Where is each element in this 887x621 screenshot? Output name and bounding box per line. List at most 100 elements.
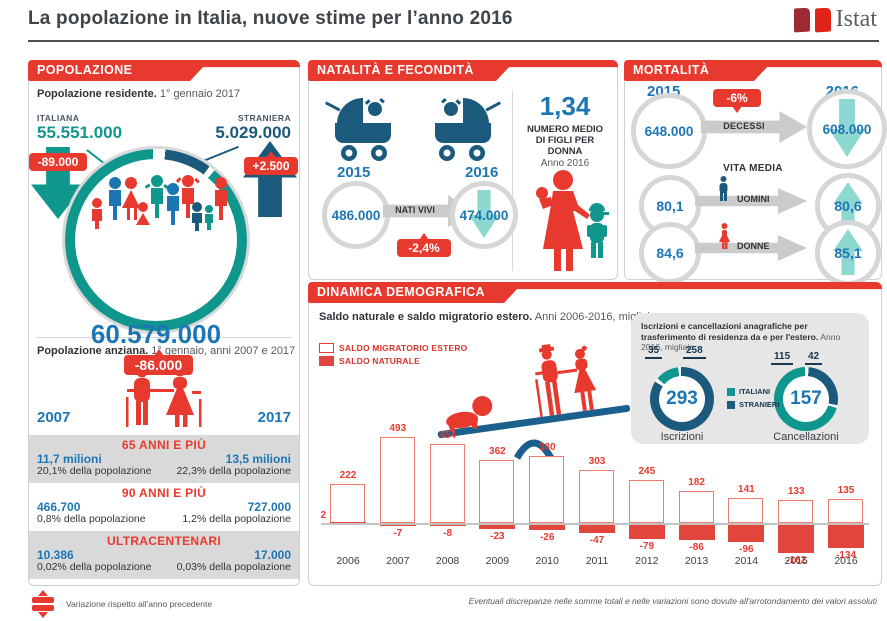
straniera-label: STRANIERA xyxy=(237,113,291,123)
natalita-year-2016: 2016 xyxy=(465,164,499,181)
migration-bar-value: 454 xyxy=(439,430,456,441)
anziana-bands: 65 ANNI E PIÙ 11,7 milioni 20,1% della pop… xyxy=(29,435,299,579)
natural-bar xyxy=(429,525,466,526)
age-band-right-value: 13,5 milioni xyxy=(225,452,291,466)
donut-total: 157 xyxy=(783,376,829,422)
year-label: 2012 xyxy=(635,555,659,567)
donut-total: 293 xyxy=(659,376,705,422)
migration-bar-value: 362 xyxy=(489,446,506,457)
decessi-2016-circle: 608.000 xyxy=(807,89,887,169)
nati-vivi-label: NATI VIVI xyxy=(395,205,435,215)
donut-legend: ITALIANI STRANIERI xyxy=(727,387,779,409)
straniera-change-badge: +2.500 xyxy=(244,151,298,175)
vita-2015-circle: 84,6 xyxy=(639,222,701,284)
age-band-left-value: 466.700 xyxy=(37,500,81,514)
istat-logo-mark-dark xyxy=(793,7,810,32)
variation-legend: Variazione rispetto all'anno precedente xyxy=(30,590,212,618)
year-label: 2006 xyxy=(336,555,360,567)
title-divider xyxy=(28,40,879,42)
man-icon xyxy=(719,176,728,201)
donut-chart: 293 xyxy=(650,367,714,431)
donut-legend-swatch xyxy=(727,387,735,396)
donut-chart: 157 xyxy=(774,367,838,431)
natural-bar xyxy=(579,525,615,533)
natural-bar-value: -162 xyxy=(786,555,807,566)
popolazione-section-divider xyxy=(37,337,291,338)
straniera-value: 5.029.000 xyxy=(215,123,291,142)
istat-logo: Istat xyxy=(793,6,877,33)
age-band-title: ULTRACENTENARI xyxy=(107,534,221,548)
migration-bar xyxy=(479,460,515,523)
istat-logo-text: Istat xyxy=(835,6,877,32)
year-label: 2009 xyxy=(485,555,510,567)
migration-bar-value: 245 xyxy=(638,466,656,477)
fertility-label-1: NUMERO MEDIO xyxy=(527,124,603,135)
year-label: 2011 xyxy=(585,555,609,567)
donut-legend-item: STRANIERI xyxy=(727,400,779,409)
year-label: 2015 xyxy=(784,555,808,567)
popolazione-panel: POPOLAZIONE Popolazione residente. 1° ge… xyxy=(28,60,300,586)
migration-bar xyxy=(778,500,814,523)
natural-bar-value: -79 xyxy=(639,541,655,552)
migration-bar-value: 133 xyxy=(787,486,805,497)
donut-segment-value: 42 xyxy=(805,351,823,365)
legend-label: SALDO NATURALE xyxy=(339,356,421,366)
popolazione-header-label: POPOLAZIONE xyxy=(37,63,133,77)
legend-swatch-outline xyxy=(319,343,334,353)
italiana-label: ITALIANA xyxy=(37,113,80,123)
donut-segment-value: 258 xyxy=(683,345,706,359)
natural-bar xyxy=(529,525,566,530)
migration-bar-value: 303 xyxy=(588,456,606,467)
seesaw-illustration xyxy=(437,344,631,460)
natural-bar-value: -134 xyxy=(835,550,856,561)
fertility-year: Anno 2016 xyxy=(540,158,590,169)
age-band-right: 17.000 0,03% della popolazione xyxy=(177,549,291,573)
age-band: ULTRACENTENARI 10.386 0,02% della popolazi… xyxy=(29,531,299,579)
migration-bar xyxy=(579,470,614,523)
natural-bar-value: -47 xyxy=(589,535,605,546)
age-band-right-pct: 0,03% della popolazione xyxy=(176,561,291,573)
year-label: 2014 xyxy=(734,555,759,567)
mortalita-header-label: MORTALITÀ xyxy=(633,63,710,77)
natalita-year-2015: 2015 xyxy=(337,164,371,181)
decessi-change-badge: -6% xyxy=(713,89,761,113)
natalita-header-label: NATALITÀ E FECONDITÀ xyxy=(317,63,474,77)
age-band-left-pct: 0,02% della popolazione xyxy=(37,561,152,573)
vita-2016-circle: 85,1 xyxy=(815,220,881,286)
legend-item: SALDO MIGRATORIO ESTERO xyxy=(319,343,468,353)
anziana-subtitle: Popolazione anziana. 1° gennaio, anni 20… xyxy=(37,345,296,357)
migration-bar-value: 380 xyxy=(538,442,556,453)
age-band-right: 727.000 1,2% della popolazione xyxy=(182,501,291,525)
donut-segment-value: 115 xyxy=(771,351,794,365)
natural-bar-value: -23 xyxy=(490,531,505,542)
natural-bar xyxy=(330,522,366,523)
migration-bar xyxy=(728,498,764,523)
age-band-left-pct: 0,8% della popolazione xyxy=(37,513,146,525)
migration-bar xyxy=(828,499,863,523)
natural-bar-value: -86 xyxy=(689,542,704,553)
natural-bar-value: -26 xyxy=(539,532,555,543)
age-band-left: 10.386 0,02% della popolazione xyxy=(37,549,151,573)
year-label: 2016 xyxy=(834,555,858,567)
migration-bar-value: 182 xyxy=(688,477,705,488)
migration-bar-value: 222 xyxy=(339,470,357,481)
population-crowd-icon xyxy=(92,175,227,231)
natural-bar xyxy=(828,525,864,548)
natural-bar xyxy=(778,525,815,553)
variation-legend-text: Variazione rispetto all'anno precedente xyxy=(66,599,213,609)
donut-caption: Cancellazioni xyxy=(773,431,839,443)
natural-bar-value: -7 xyxy=(393,528,403,539)
natural-bar-value: -96 xyxy=(739,544,754,555)
year-label: 2013 xyxy=(684,555,709,567)
donut-legend-item: ITALIANI xyxy=(727,387,770,396)
donut-legend-swatch xyxy=(727,400,735,409)
decessi-2015-circle: 648.000 xyxy=(631,93,707,169)
year-label: 2010 xyxy=(535,555,559,567)
natural-bar-value: 2 xyxy=(320,510,326,521)
dinamica-panel: DINAMICA DEMOGRAFICA Saldo naturale e sa… xyxy=(308,282,882,586)
chart-legend: SALDO MIGRATORIO ESTERO SALDO NATURALE xyxy=(319,343,468,369)
migration-bar xyxy=(330,484,365,523)
age-band-title: 90 ANNI E PIÙ xyxy=(121,486,207,500)
year-label: 2007 xyxy=(386,555,410,567)
dinamica-subtitle: Saldo naturale e saldo migratorio estero… xyxy=(319,311,656,323)
